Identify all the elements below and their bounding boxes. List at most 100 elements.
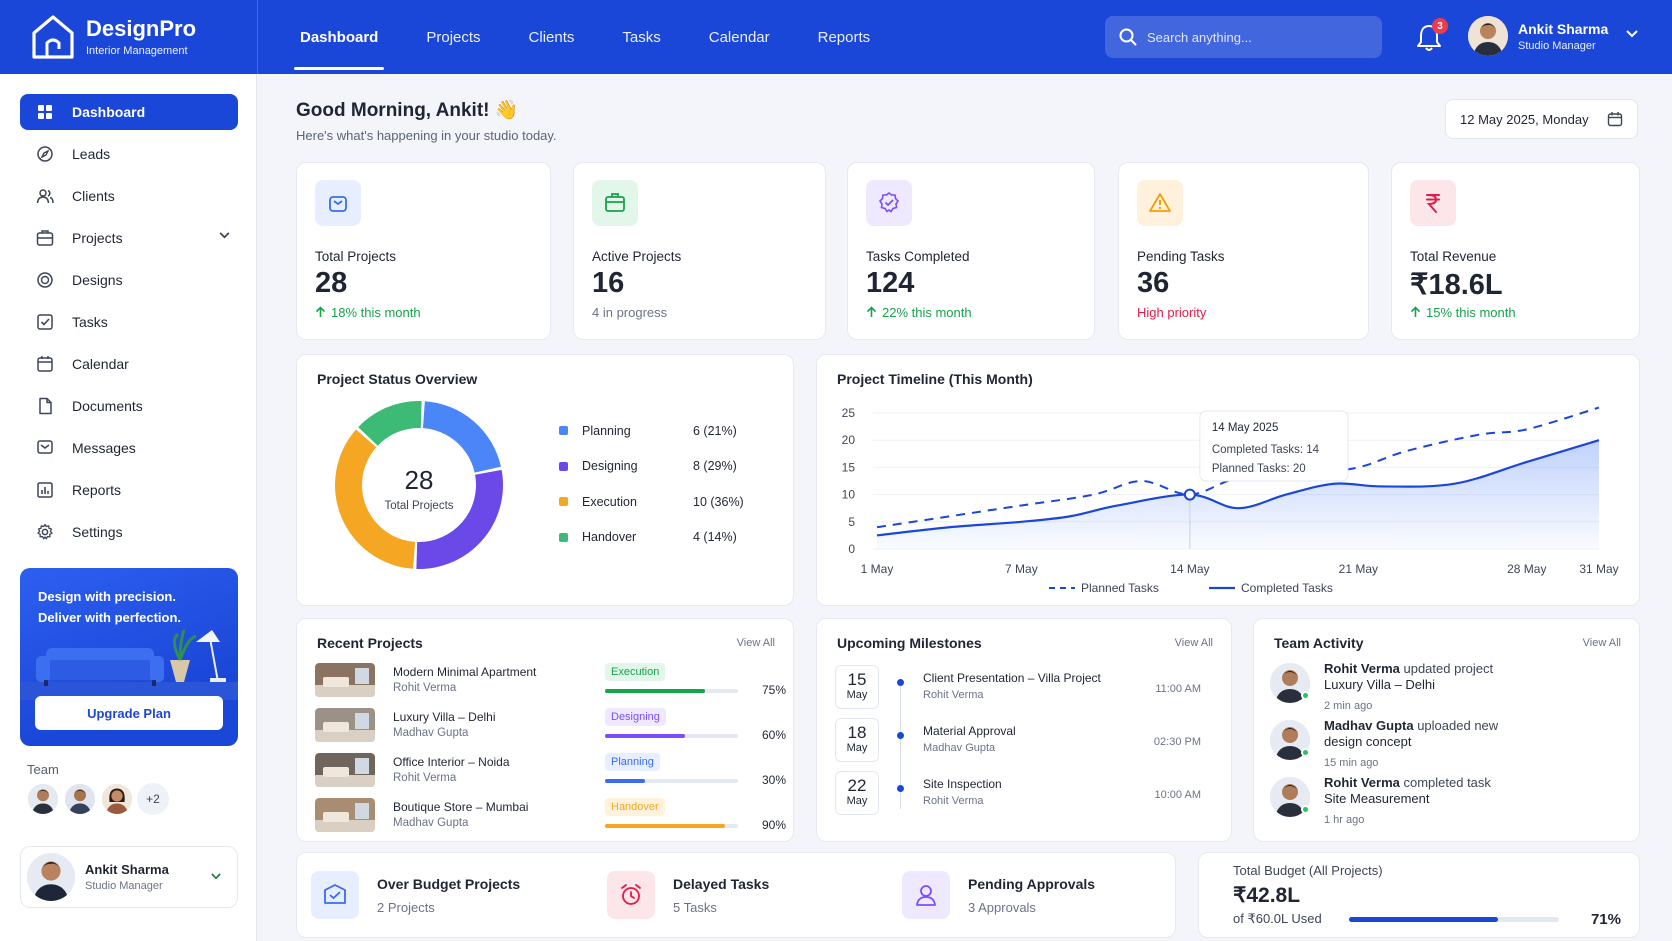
- chevron-down-icon[interactable]: [1626, 30, 1638, 38]
- team-activity-view-all[interactable]: View All: [1582, 637, 1621, 649]
- sidebar-item-documents[interactable]: Documents: [20, 388, 238, 424]
- sidebar-item-settings[interactable]: Settings: [20, 514, 238, 550]
- nav-tasks[interactable]: Tasks: [622, 28, 661, 46]
- legend-completed: Completed Tasks: [1241, 581, 1333, 595]
- chevron-down-icon[interactable]: [211, 873, 221, 880]
- sidebar-item-dashboard[interactable]: Dashboard: [20, 94, 238, 130]
- alert-delayed-tasks[interactable]: Delayed Tasks 5 Tasks: [607, 853, 769, 937]
- budget-progress-fill: [1349, 917, 1499, 922]
- milestone-dot: [897, 732, 904, 739]
- stat-card-total-revenue[interactable]: Total Revenue ₹18.6L 15% this month: [1391, 162, 1640, 340]
- nav-calendar[interactable]: Calendar: [708, 28, 770, 46]
- sidebar-item-reports[interactable]: Reports: [20, 472, 238, 508]
- team-avatar[interactable]: [26, 782, 60, 816]
- tooltip-point[interactable]: [1183, 488, 1196, 501]
- milestone-row[interactable]: 18 May Material Approval Madhav Gupta 02:30 …: [835, 718, 1205, 762]
- donut-slice-designing[interactable]: [416, 469, 503, 569]
- chevron-down-icon[interactable]: [219, 232, 230, 239]
- stat-icon-box: [866, 180, 912, 226]
- nav-projects[interactable]: Projects: [426, 28, 481, 46]
- sidebar-user-card[interactable]: Ankit Sharma Studio Manager: [20, 846, 238, 908]
- alert-text: Over Budget Projects 2 Projects: [377, 876, 520, 915]
- y-tick-label: 10: [842, 488, 856, 502]
- x-tick-label: 14 May: [1170, 562, 1209, 576]
- project-thumbnail: [315, 798, 375, 832]
- budget-percent: 71%: [1590, 911, 1621, 928]
- sidebar-item-designs[interactable]: Designs: [20, 262, 238, 298]
- budget-progress-bar: [1349, 917, 1559, 922]
- project-row[interactable]: Boutique Store – Mumbai Madhav Gupta Hando…: [315, 798, 786, 834]
- stat-card-tasks-completed[interactable]: Tasks Completed 124 22% this month: [847, 162, 1095, 340]
- project-row[interactable]: Office Interior – Noida Rohit Verma Planni…: [315, 753, 786, 789]
- project-status-badge: Planning: [605, 753, 660, 771]
- stat-card-total-projects[interactable]: Total Projects 28 18% this month: [296, 162, 551, 340]
- timeline-line-chart: 0 5 10 15 20 25 1 May 7 May 14 May 21 May 28 May 31…: [842, 406, 1619, 595]
- sidebar-item-tasks[interactable]: Tasks: [20, 304, 238, 340]
- project-progress-percent: 60%: [762, 728, 787, 742]
- donut-slice-planning[interactable]: [422, 401, 501, 473]
- y-tick-label: 25: [842, 406, 856, 420]
- greeting-subtitle: Here's what's happening in your studio t…: [296, 128, 557, 143]
- team-avatar[interactable]: [63, 782, 97, 816]
- legend-item-planning: Planning 6 (21%): [559, 413, 749, 449]
- stat-note: 22% this month: [866, 305, 972, 320]
- project-status-card: Project Status Overview 28 Total Project…: [296, 354, 794, 606]
- alert-title: Pending Approvals: [968, 875, 1096, 892]
- team-activity-title: Team Activity: [1274, 635, 1364, 651]
- milestone-row[interactable]: 22 May Site Inspection Rohit Verma 10:00 AM: [835, 771, 1205, 815]
- team-avatar[interactable]: [100, 782, 134, 816]
- milestones-view-all[interactable]: View All: [1174, 637, 1213, 649]
- activity-target: design concept: [1324, 734, 1412, 749]
- milestone-dot: [897, 785, 904, 792]
- stat-card-pending-tasks[interactable]: Pending Tasks 36 High priority: [1118, 162, 1369, 340]
- search-input[interactable]: [1147, 29, 1367, 45]
- palette-icon: [37, 272, 53, 288]
- y-tick-label: 15: [842, 460, 856, 474]
- completed-tasks-line[interactable]: [876, 439, 1600, 537]
- sidebar-item-projects[interactable]: Projects: [20, 220, 238, 256]
- sidebar-user-role: Studio Manager: [85, 880, 163, 892]
- brand-logo[interactable]: DesignPro Interior Management: [30, 13, 196, 61]
- recent-projects-view-all[interactable]: View All: [736, 637, 775, 649]
- project-row[interactable]: Luxury Villa – Delhi Madhav Gupta Designin…: [315, 708, 786, 744]
- team-avatars: +2: [26, 782, 169, 816]
- activity-item[interactable]: Rohit Verma completed task Site Measureme…: [1270, 775, 1600, 826]
- user-menu[interactable]: Ankit Sharma Studio Manager: [1468, 16, 1608, 56]
- sidebar-item-clients[interactable]: Clients: [20, 178, 238, 214]
- sidebar-menu: Dashboard Leads Clients Projects Designs Task…: [20, 94, 238, 556]
- online-status-dot: [1301, 805, 1310, 814]
- budget-card: Total Budget (All Projects) ₹42.8L of ₹6…: [1198, 852, 1640, 938]
- date-picker[interactable]: 12 May 2025, Monday: [1445, 99, 1638, 139]
- sidebar-item-label: Calendar: [72, 356, 129, 372]
- stat-note-text: 18% this month: [331, 305, 421, 320]
- briefcase-icon: [36, 230, 54, 246]
- alert-over-budget-projects[interactable]: Over Budget Projects 2 Projects: [311, 853, 520, 937]
- stat-card-active-projects[interactable]: Active Projects 16 4 in progress: [573, 162, 826, 340]
- nav-dashboard[interactable]: Dashboard: [276, 0, 402, 74]
- milestone-date: 22 May: [835, 771, 879, 815]
- donut-center-label: Total Projects: [384, 500, 453, 512]
- activity-item[interactable]: Rohit Verma updated project Luxury Villa …: [1270, 661, 1600, 712]
- team-label: Team: [27, 762, 59, 777]
- alert-pending-approvals[interactable]: Pending Approvals 3 Approvals: [902, 853, 1095, 937]
- stat-value: 16: [592, 267, 625, 299]
- sidebar-item-leads[interactable]: Leads: [20, 136, 238, 172]
- donut-slice-execution[interactable]: [335, 429, 416, 569]
- sidebar-item-calendar[interactable]: Calendar: [20, 346, 238, 382]
- stat-value: ₹18.6L: [1410, 269, 1503, 301]
- stat-note: 15% this month: [1410, 305, 1516, 320]
- upgrade-plan-button[interactable]: Upgrade Plan: [35, 696, 223, 730]
- activity-text: Rohit Verma completed task Site Measureme…: [1324, 775, 1584, 807]
- milestone-title: Site Inspection: [923, 777, 1002, 791]
- brand-title: DesignPro: [86, 16, 197, 42]
- project-row[interactable]: Modern Minimal Apartment Rohit Verma Execu…: [315, 663, 786, 699]
- milestone-row[interactable]: 15 May Client Presentation – Villa Project…: [835, 665, 1205, 709]
- activity-item[interactable]: Madhav Gupta uploaded new design concept 1…: [1270, 718, 1600, 769]
- user-avatar: [1468, 16, 1508, 56]
- team-more-count[interactable]: +2: [137, 783, 169, 815]
- sidebar-item-messages[interactable]: Messages: [20, 430, 238, 466]
- nav-clients[interactable]: Clients: [528, 28, 575, 46]
- donut-slice-handover[interactable]: [358, 401, 422, 446]
- user-avatar: [27, 853, 75, 901]
- nav-reports[interactable]: Reports: [817, 28, 871, 46]
